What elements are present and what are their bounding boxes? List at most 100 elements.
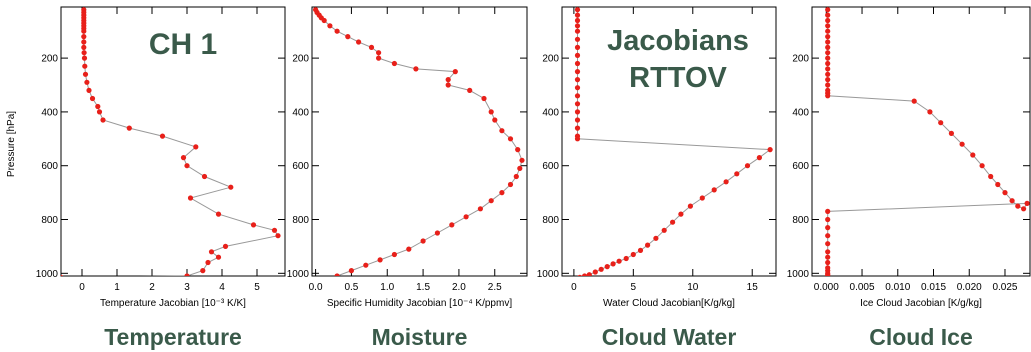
data-point [376,55,382,61]
data-point [711,187,717,193]
panel-cloud-ice: 0.000 0.005 0.010 0.015 0.020 0.025 200 400 600 8… [787,6,1031,350]
data-point [756,155,763,161]
panel-caption: Cloud Ice [869,324,973,350]
data-point [228,184,234,190]
data-point [630,251,636,258]
data-point [327,23,333,29]
x-tick-label: 0.020 [957,282,982,293]
data-point [95,103,101,110]
data-point [825,225,831,231]
data-point [100,117,106,123]
data-point [825,208,831,214]
data-point [81,44,87,51]
data-point [1015,203,1021,209]
data-point [445,82,451,88]
data-point [574,117,581,123]
data-point [645,242,651,248]
data-point [574,36,581,42]
jacobians-label: Jacobians [607,25,749,57]
data-point [507,181,514,188]
data-point [574,93,581,99]
data-point [911,98,917,104]
data-point [825,273,831,276]
data-point [825,60,831,67]
data-point [970,152,976,158]
channel-label: CH 1 [149,28,217,61]
y-tick-label: 600 [542,161,559,172]
data-point [623,255,629,262]
x-tick-label: 1.0 [380,282,394,293]
data-point [574,109,581,115]
data-point [653,235,659,241]
data-point [723,179,729,185]
data-point [488,198,494,204]
data-point [187,195,194,201]
x-tick-label: 1.5 [416,282,430,293]
panel-caption: Moisture [372,324,468,350]
data-point [275,233,281,239]
x-tick-label: 10 [687,282,699,293]
data-point [825,93,831,99]
data-point [184,163,190,169]
data-point [348,268,354,274]
data-point [825,44,831,51]
data-point [334,28,340,34]
data-point [825,254,831,260]
data-point [574,77,581,83]
data-point [979,163,985,169]
data-point [825,82,831,88]
x-tick-label: 0.000 [814,282,839,293]
plot-frame [811,6,1031,277]
data-point [81,50,87,56]
data-point [449,222,455,228]
data-point [995,181,1001,188]
data-point [368,44,375,51]
data-point [604,264,610,270]
data-point [574,101,581,107]
data-point [927,109,933,115]
panel-caption: Temperature [104,324,242,350]
data-point [582,273,588,276]
x-tick-label: 1 [114,282,120,293]
data-point [825,77,831,83]
data-point [61,274,64,276]
data-point [193,144,199,150]
data-point [377,257,383,263]
data-point [499,190,505,196]
data-point [356,39,362,45]
data-point [825,28,831,34]
data-point [507,136,514,142]
data-point [445,77,451,83]
y-tick-label: 200 [792,54,809,65]
rttov-label: RTTOV [629,62,727,94]
data-point [82,71,89,77]
y-tick-label: 600 [292,161,309,172]
data-point [825,7,831,13]
series-group [574,7,773,276]
x-tick-label: 2.5 [488,282,502,293]
data-point [250,222,257,228]
data-point [574,52,581,59]
y-tick-label: 200 [542,54,559,65]
data-point [959,141,965,147]
data-point [499,128,505,134]
data-point [825,55,831,61]
data-point [825,233,831,239]
data-point [519,157,525,163]
data-point [574,12,581,18]
data-point [699,195,705,201]
data-point [81,55,88,61]
data-point [610,261,616,267]
data-point [82,63,88,69]
x-tick-label: 0 [79,282,85,293]
data-point [434,230,440,236]
data-point [574,7,581,13]
series-line [315,9,523,276]
data-point [825,241,831,247]
data-point [200,268,206,274]
y-tick-label: 1000 [287,269,310,280]
data-point [744,163,751,169]
x-tick-label: 5 [631,282,637,293]
data-point [222,243,229,249]
data-point [574,60,581,67]
